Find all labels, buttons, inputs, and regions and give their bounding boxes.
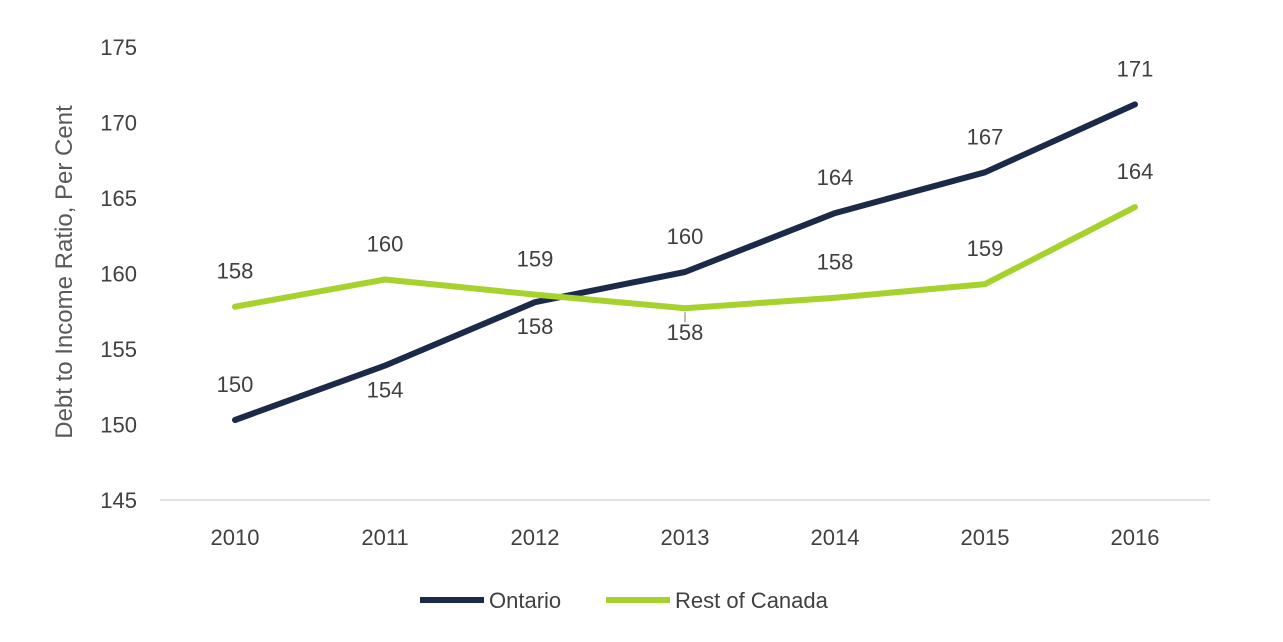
data-label-ontario: 150 [217, 372, 254, 397]
x-tick-label: 2013 [661, 525, 710, 550]
data-label-rest-of-canada: 159 [517, 247, 554, 272]
y-tick-label: 175 [100, 35, 137, 60]
data-labels: 150 154 158 160 164 167 171 158 160 159 158 158 159 1… [217, 56, 1154, 402]
data-label-rest-of-canada: 158 [667, 320, 704, 345]
data-label-rest-of-canada: 160 [367, 232, 404, 257]
y-tick-label: 150 [100, 413, 137, 438]
data-label-rest-of-canada: 164 [1117, 159, 1154, 184]
x-tick-label: 2010 [211, 525, 260, 550]
x-tick-label: 2016 [1111, 525, 1160, 550]
data-label-rest-of-canada: 159 [967, 236, 1004, 261]
series-line-ontario [232, 101, 1138, 423]
data-label-ontario: 154 [367, 378, 404, 403]
y-axis-title: Debt to Income Ratio, Per Cent [51, 105, 78, 439]
y-tick-label: 155 [100, 337, 137, 362]
x-tick-label: 2014 [811, 525, 860, 550]
y-tick-label: 160 [100, 262, 137, 287]
y-tick-label: 165 [100, 186, 137, 211]
data-label-ontario: 158 [517, 314, 554, 339]
y-tick-label: 145 [100, 488, 137, 513]
y-axis-ticks: 145 150 155 160 165 170 175 [100, 35, 137, 513]
data-label-ontario: 164 [817, 165, 854, 190]
data-label-rest-of-canada: 158 [817, 250, 854, 275]
legend: Ontario Rest of Canada [420, 588, 829, 613]
x-axis-ticks: 2010 2011 2012 2013 2014 2015 2016 [211, 525, 1160, 550]
series-lines [232, 101, 1138, 423]
legend-label-rest-of-canada: Rest of Canada [675, 588, 829, 613]
y-axis-title-group: Debt to Income Ratio, Per Cent [51, 105, 78, 439]
x-tick-label: 2012 [511, 525, 560, 550]
x-tick-label: 2011 [361, 525, 408, 550]
y-tick-label: 170 [100, 111, 137, 136]
data-label-ontario: 171 [1117, 56, 1154, 81]
data-label-ontario: 167 [967, 124, 1004, 149]
series-line-rest-of-canada [232, 204, 1138, 312]
data-label-rest-of-canada: 158 [217, 259, 254, 284]
x-tick-label: 2015 [961, 525, 1010, 550]
data-label-ontario: 160 [667, 224, 704, 249]
legend-label-ontario: Ontario [489, 588, 561, 613]
